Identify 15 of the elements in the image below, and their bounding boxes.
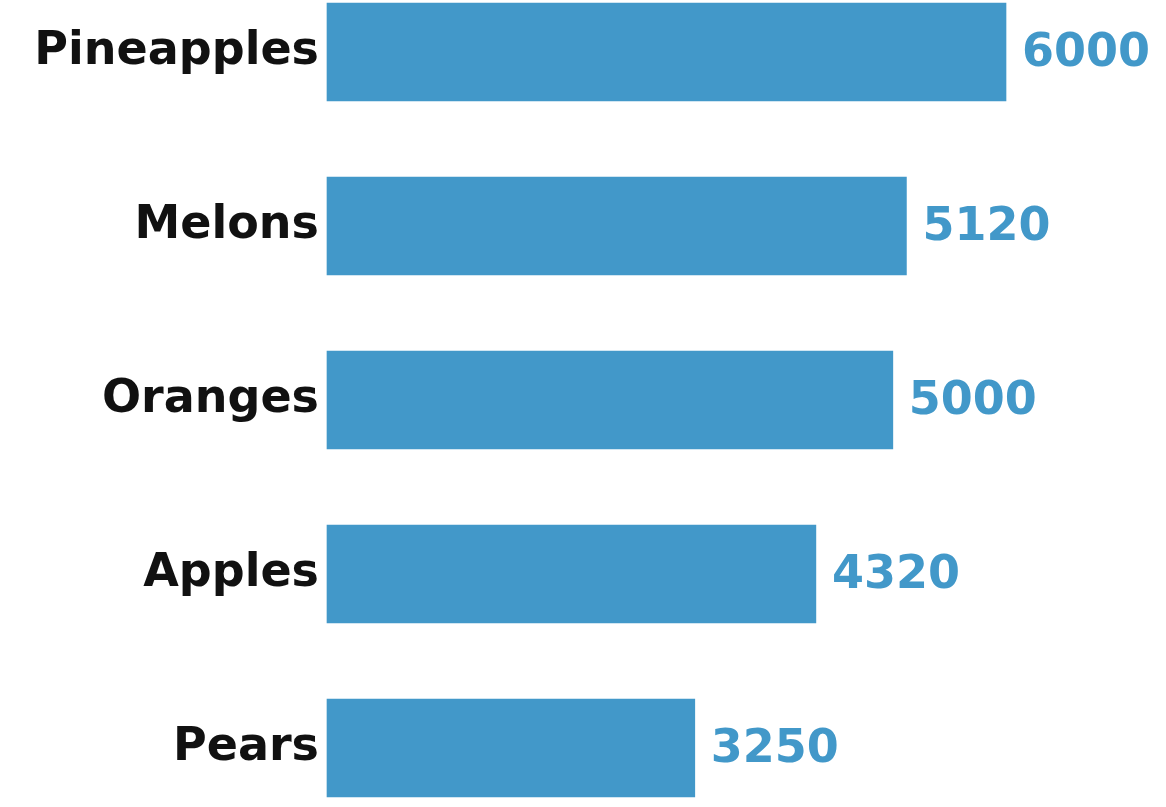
bar bbox=[326, 524, 817, 624]
bar bbox=[326, 2, 1007, 102]
data-label: 5120 bbox=[922, 196, 1051, 251]
y-tick-label: Pineapples bbox=[34, 20, 319, 75]
data-label: 4320 bbox=[831, 544, 960, 599]
y-tick-label: Apples bbox=[143, 542, 319, 597]
y-tick-label: Oranges bbox=[101, 368, 319, 423]
bar bbox=[326, 176, 907, 276]
bar bbox=[326, 698, 696, 798]
data-label: 6000 bbox=[1022, 22, 1151, 77]
data-label: 3250 bbox=[710, 718, 839, 773]
data-label: 5000 bbox=[908, 370, 1037, 425]
bar bbox=[326, 350, 894, 450]
y-tick-label: Pears bbox=[172, 716, 319, 771]
y-tick-label: Melons bbox=[134, 194, 319, 249]
